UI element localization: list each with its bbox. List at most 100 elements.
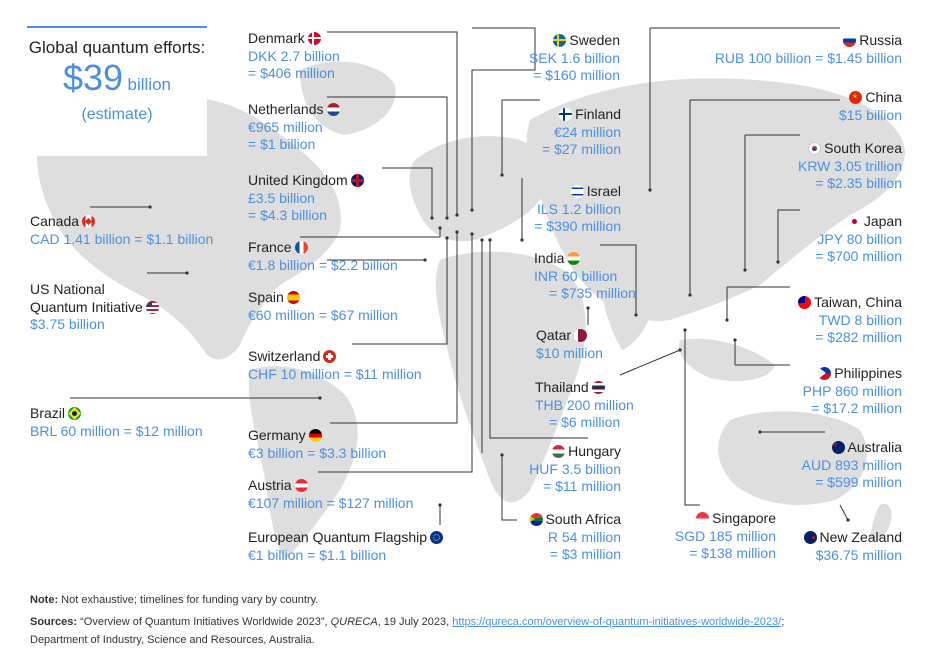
europe-shape <box>409 136 548 242</box>
amount-line: = $2.35 billion <box>815 175 902 191</box>
russia-flag-icon <box>843 34 857 47</box>
label-denmark: Denmark DKK 2.7 billion = $406 million <box>248 30 340 83</box>
israel-flag-icon <box>570 185 584 198</box>
footer: Note: Not exhaustive; timelines for fund… <box>30 591 910 649</box>
amount-line: = $11 million <box>543 478 621 494</box>
country-name: Singapore <box>712 510 776 526</box>
amount-line: = $406 million <box>248 65 335 81</box>
summary-box: Global quantum efforts: $39 billion (est… <box>27 26 207 156</box>
label-uk: United Kingdom £3.5 billion = $4.3 billi… <box>248 172 367 225</box>
south-korea-flag-icon <box>808 142 822 155</box>
australia-flag-icon <box>831 441 845 454</box>
label-israel: Israel ILS 1.2 billion = $390 million <box>480 183 621 236</box>
amount-line: €965 million <box>248 118 323 135</box>
label-us: US National Quantum Initiative $3.75 bil… <box>30 281 162 334</box>
label-japan: Japan JPY 80 billion = $700 million <box>760 213 902 266</box>
brazil-flag-icon <box>68 407 82 420</box>
sources-semicolon: ; <box>781 616 785 628</box>
label-new-zealand: New Zealand $36.75 million <box>780 529 902 564</box>
country-name: Philippines <box>834 365 902 381</box>
country-name: Spain <box>248 289 284 305</box>
amount-line: = $160 million <box>533 67 620 83</box>
amount-line: CAD 1.41 billion = $1.1 billion <box>30 230 214 247</box>
north-america-shape <box>36 95 341 360</box>
amount-line: AUD 893 million <box>801 456 902 473</box>
country-name: South Africa <box>545 511 622 527</box>
amount-line: SEK 1.6 billion <box>528 49 620 66</box>
taiwan-flag-icon <box>798 296 812 309</box>
country-name: US National <box>30 281 105 297</box>
label-canada: Canada CAD 1.41 billion = $1.1 billion <box>30 213 213 248</box>
amount-line: $3.75 billion <box>30 316 105 332</box>
greenland-shape <box>300 61 396 135</box>
amount-line: $15 billion <box>838 106 902 123</box>
country-name: Japan <box>863 213 902 229</box>
amount-line: €1.8 billion = $2.2 billion <box>248 256 398 273</box>
country-name: Qatar <box>536 327 572 343</box>
label-india: India INR 60 billion = $735 million <box>534 250 636 303</box>
amount-line: = $17.2 million <box>811 400 902 416</box>
country-name: Switzerland <box>248 348 321 364</box>
country-name: Hungary <box>568 443 621 459</box>
finland-flag-icon <box>559 108 573 121</box>
country-name: Sweden <box>569 32 620 48</box>
amount-line: = $27 million <box>542 141 621 157</box>
country-name: China <box>865 89 902 105</box>
japan-shape <box>767 209 795 265</box>
country-name: European Quantum Flagship <box>248 529 427 545</box>
country-name: Austria <box>248 477 292 493</box>
sweden-flag-icon <box>553 34 567 47</box>
amount-line: = $138 million <box>689 545 776 561</box>
amount-line: €60 million = $67 million <box>248 306 398 323</box>
amount-line: €1 billion = $1.1 billion <box>248 546 387 563</box>
label-philippines: Philippines PHP 860 million = $17.2 mill… <box>760 365 902 418</box>
france-flag-icon <box>294 241 308 254</box>
country-name: Quantum Initiative <box>30 298 143 315</box>
footer-sources-line2: Department of Industry, Science and Reso… <box>30 634 315 646</box>
sources-publisher: QURECA <box>330 616 378 628</box>
amount-line: BRL 60 million = $12 million <box>30 422 203 439</box>
summary-unit: billion <box>127 75 171 94</box>
amount-line: = $282 million <box>815 329 902 345</box>
summary-title: Global quantum efforts: <box>28 38 206 57</box>
label-brazil: Brazil BRL 60 million = $12 million <box>30 405 203 440</box>
canada-flag-icon <box>82 215 96 228</box>
leader-dots <box>148 173 850 522</box>
label-finland: Finland €24 million = $27 million <box>480 106 621 159</box>
amount-line: TWD 8 billion <box>818 311 902 328</box>
australia-shape <box>718 411 867 505</box>
switzerland-flag-icon <box>323 350 337 363</box>
denmark-flag-icon <box>307 32 321 45</box>
amount-line: $10 million <box>536 344 603 361</box>
amount-line: PHP 860 million <box>802 382 902 399</box>
label-thailand: Thailand THB 200 million = $6 million <box>535 379 634 432</box>
label-south-africa: South Africa R 54 million = $3 million <box>480 511 621 564</box>
country-name: Taiwan, China <box>814 294 902 310</box>
label-south-korea: South Korea KRW 3.05 trillion = $2.35 bi… <box>760 140 902 193</box>
amount-line: €24 million <box>554 123 621 140</box>
country-name: New Zealand <box>819 529 903 545</box>
country-name: India <box>534 250 565 266</box>
south-africa-flag-icon <box>529 513 543 526</box>
footer-note: Note: Not exhaustive; timelines for fund… <box>30 591 910 609</box>
amount-line: = $6 million <box>549 414 621 430</box>
country-name: Russia <box>859 32 902 48</box>
label-sweden: Sweden SEK 1.6 billion = $160 million <box>480 32 620 85</box>
africa-shape <box>435 251 586 503</box>
amount-line: SGD 185 million <box>674 527 776 544</box>
amount-line: = $1 billion <box>248 136 316 152</box>
amount-line: $36.75 million <box>815 546 902 563</box>
note-text: Not exhaustive; timelines for funding va… <box>58 594 319 606</box>
amount-line: RUB 100 billion = $1.45 billion <box>714 49 902 66</box>
sources-label: Sources: <box>30 616 78 628</box>
amount-line: R 54 million <box>547 528 621 545</box>
amount-line: = $735 million <box>549 285 636 301</box>
label-france: France €1.8 billion = $2.2 billion <box>248 239 398 274</box>
country-name: France <box>248 239 292 255</box>
label-taiwan: Taiwan, China TWD 8 billion = $282 milli… <box>760 294 902 347</box>
summary-estimate: (estimate) <box>81 106 153 123</box>
sources-link[interactable]: https://qureca.com/overview-of-quantum-i… <box>452 616 782 628</box>
country-name: Germany <box>248 427 306 443</box>
country-name: Denmark <box>248 30 305 46</box>
singapore-flag-icon <box>696 512 710 525</box>
